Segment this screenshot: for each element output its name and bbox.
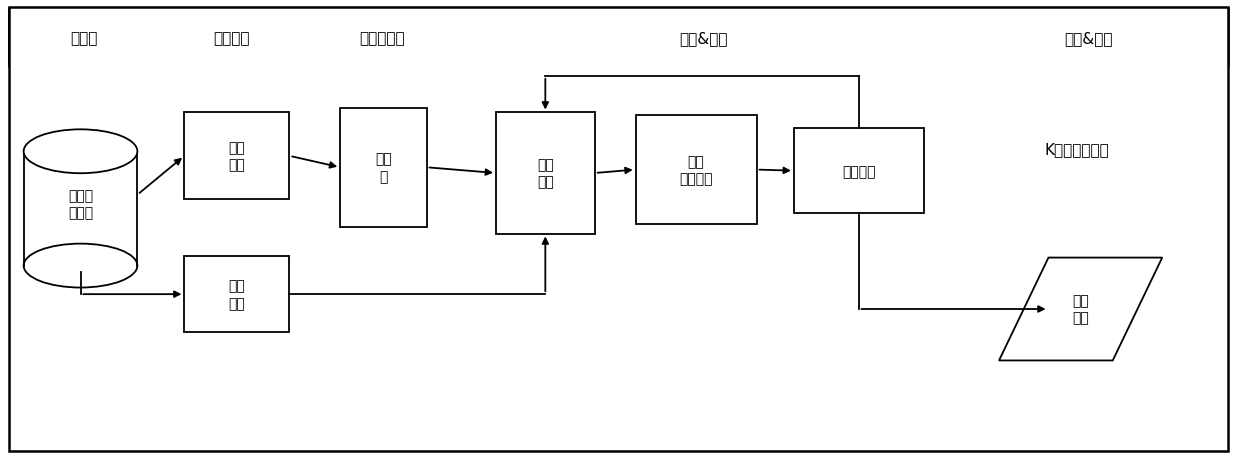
Text: 预处
理: 预处 理 bbox=[375, 152, 392, 184]
Text: 实时
数据: 实时 数据 bbox=[228, 279, 245, 310]
Polygon shape bbox=[948, 9, 1229, 67]
Text: 数据抽取: 数据抽取 bbox=[213, 31, 250, 46]
Polygon shape bbox=[159, 9, 306, 67]
Text: 建模&预测: 建模&预测 bbox=[679, 31, 727, 46]
Bar bbox=[185, 257, 290, 332]
Bar bbox=[794, 129, 923, 213]
Polygon shape bbox=[306, 9, 458, 67]
Text: 数据库: 数据库 bbox=[69, 31, 98, 46]
Text: 结果&反馈: 结果&反馈 bbox=[1064, 31, 1113, 46]
Text: 近邻
匹配: 近邻 匹配 bbox=[536, 158, 554, 189]
Text: 预测计算: 预测计算 bbox=[843, 164, 876, 178]
Ellipse shape bbox=[24, 130, 138, 174]
Polygon shape bbox=[458, 9, 948, 67]
Bar bbox=[24, 152, 138, 266]
Polygon shape bbox=[9, 9, 159, 67]
Bar bbox=[185, 113, 290, 200]
Bar bbox=[341, 109, 426, 227]
Ellipse shape bbox=[24, 244, 138, 288]
Text: 构建
权重系数: 构建 权重系数 bbox=[679, 155, 712, 186]
Bar bbox=[636, 116, 757, 225]
Text: K值优化与重构: K值优化与重构 bbox=[1044, 142, 1109, 157]
Polygon shape bbox=[999, 258, 1162, 361]
Text: 历史
数据: 历史 数据 bbox=[228, 141, 245, 172]
Text: 历史实
时数据: 历史实 时数据 bbox=[68, 189, 93, 220]
Text: 数据预处理: 数据预处理 bbox=[359, 31, 405, 46]
Text: 预测
结果: 预测 结果 bbox=[1072, 294, 1089, 325]
Bar bbox=[496, 113, 595, 234]
